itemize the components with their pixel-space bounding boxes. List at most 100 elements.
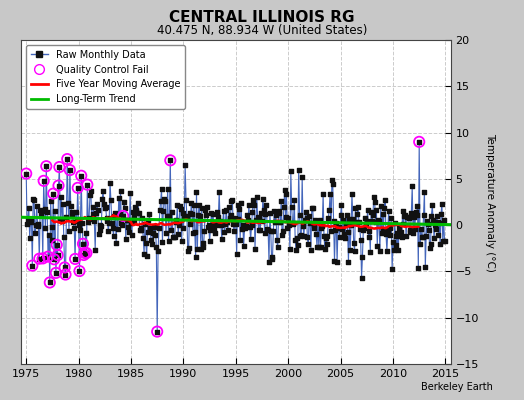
Point [339,217,347,224]
Point [244,217,252,223]
Point [212,222,221,228]
Point [322,241,331,247]
Point [143,253,151,260]
Point [286,246,294,253]
Point [351,248,359,254]
Point [317,225,325,232]
Point [79,240,87,247]
Point [60,234,68,240]
Point [204,224,212,230]
Point [425,245,434,251]
Text: 40.475 N, 88.934 W (United States): 40.475 N, 88.934 W (United States) [157,24,367,37]
Point [209,211,217,217]
Point [232,220,240,227]
Point [88,216,96,222]
Point [178,210,187,216]
Point [179,224,188,231]
Point [316,244,325,250]
Point [140,250,148,257]
Point [61,271,70,278]
Point [180,212,189,219]
Point [392,242,401,248]
Point [188,211,196,217]
Point [344,258,353,265]
Point [141,221,149,227]
Point [409,229,417,236]
Point [174,231,182,238]
Point [319,191,328,197]
Point [345,216,354,223]
Point [70,225,79,231]
Point [166,157,174,164]
Point [146,225,155,232]
Point [408,183,417,190]
Point [246,236,255,243]
Point [123,217,131,223]
Point [94,207,102,214]
Point [256,227,265,233]
Point [137,227,146,233]
Point [298,174,307,180]
Point [47,224,56,230]
Point [386,232,395,238]
Point [157,198,165,204]
Point [68,211,76,218]
Point [257,210,265,216]
Point [196,245,205,252]
Point [294,166,303,173]
Point [370,199,379,205]
Point [357,274,366,281]
Point [384,227,392,234]
Point [272,211,280,218]
Point [47,197,55,204]
Point [290,196,299,203]
Point [183,213,191,219]
Point [31,230,39,236]
Point [284,215,292,221]
Point [220,207,228,214]
Point [131,204,139,210]
Point [228,196,236,203]
Point [329,181,337,187]
Point [280,204,288,210]
Point [108,225,117,232]
Point [250,202,258,208]
Point [297,232,305,238]
Point [169,234,177,241]
Point [416,240,424,247]
Point [144,229,152,236]
Point [42,163,50,169]
Point [107,220,116,226]
Point [71,256,79,262]
Point [373,242,381,249]
Point [418,234,426,240]
Point [78,220,86,226]
Point [227,198,236,204]
Point [367,208,375,215]
Point [31,222,40,229]
Point [72,209,80,215]
Point [203,204,211,210]
Point [144,216,152,223]
Point [39,255,47,262]
Point [410,214,418,220]
Point [385,225,394,232]
Point [415,139,423,145]
Point [24,216,32,222]
Point [401,212,409,218]
Point [161,198,169,204]
Point [22,170,30,177]
Point [189,229,197,236]
Point [398,208,407,214]
Point [282,191,291,197]
Point [299,223,307,229]
Point [239,242,248,249]
Point [310,224,319,231]
Point [173,202,181,208]
Point [403,214,411,220]
Point [406,227,414,233]
Point [163,186,172,192]
Point [428,202,436,209]
Point [83,182,92,188]
Point [225,215,234,221]
